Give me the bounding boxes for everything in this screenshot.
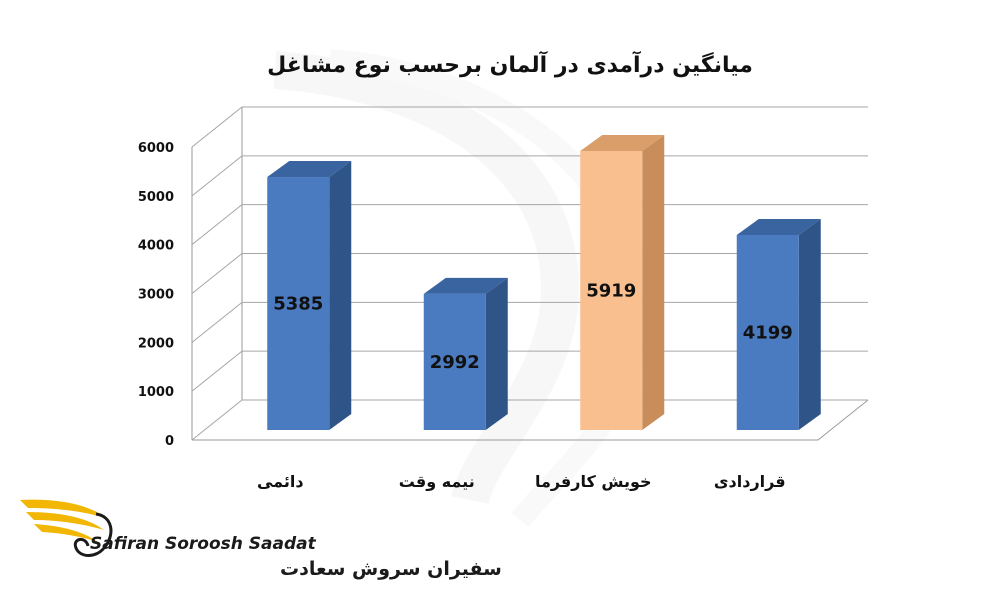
x-category-label: نیمه وقت xyxy=(399,472,475,491)
bar-side xyxy=(642,134,665,430)
bar xyxy=(423,277,508,430)
floor-edge xyxy=(192,399,869,441)
bar-side xyxy=(798,218,821,430)
bar xyxy=(736,218,821,430)
y-tick-label: 0 xyxy=(165,434,174,449)
x-category-label: دائمی xyxy=(257,472,304,491)
logo-text-fa: سفیران سروش سعادت xyxy=(280,558,502,580)
bar-value-label: 5919 xyxy=(586,280,636,301)
wing-logo-icon xyxy=(20,499,113,557)
bar-side xyxy=(329,161,352,430)
y-tick-label: 1000 xyxy=(138,385,174,400)
y-axis-ticks: 0 1000 2000 3000 4000 5000 6000 xyxy=(138,141,174,449)
bar-front xyxy=(267,177,330,430)
y-tick-label: 2000 xyxy=(138,336,174,351)
bar xyxy=(267,161,352,430)
y-tick-label: 4000 xyxy=(138,239,174,254)
bar-value-label: 4199 xyxy=(743,322,793,343)
bar-top xyxy=(423,277,508,294)
x-axis-categories: دائمی نیمه وقت خویش کارفرما قراردادی xyxy=(257,472,786,491)
bar-value-label: 5385 xyxy=(273,294,323,315)
bar-top xyxy=(580,134,665,151)
bar-front xyxy=(423,293,486,430)
bar-side xyxy=(485,277,508,430)
x-category-label: قراردادی xyxy=(714,472,786,491)
company-logo: Safiran Soroosh Saadat سفیران سروش سعادت xyxy=(20,499,502,580)
bars: 5385 2992 5919 4199 xyxy=(267,134,821,430)
y-tick-label: 6000 xyxy=(138,141,174,156)
bar-front xyxy=(736,234,799,430)
bar-top xyxy=(267,161,352,178)
bar xyxy=(580,134,665,430)
y-tick-label: 5000 xyxy=(138,190,174,205)
chart-title: میانگین درآمدی در آلمان برحسب نوع مشاغل xyxy=(267,50,753,78)
bar-front xyxy=(580,150,643,430)
grid-line xyxy=(191,106,868,148)
y-tick-label: 3000 xyxy=(138,288,174,303)
bar-top xyxy=(736,218,821,235)
x-category-label: خویش کارفرما xyxy=(535,472,652,491)
bar-value-label: 2992 xyxy=(430,352,480,373)
logo-text-en: Safiran Soroosh Saadat xyxy=(90,534,317,554)
